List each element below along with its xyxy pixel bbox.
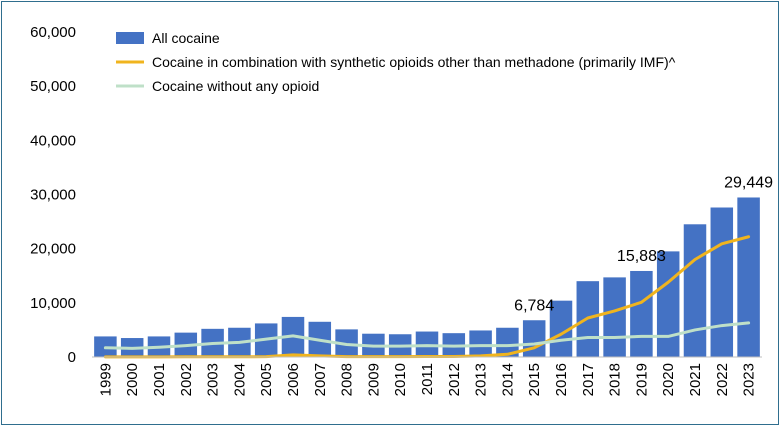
x-tick-label: 2005 xyxy=(258,363,275,396)
x-tick-label: 2021 xyxy=(687,363,704,396)
x-tick-label: 2019 xyxy=(633,363,650,396)
legend: All cocaine Cocaine in combination with … xyxy=(116,30,676,94)
x-tick-label: 2022 xyxy=(714,363,731,396)
data-label-2019: 15,883 xyxy=(617,248,666,265)
x-tick-label: 2011 xyxy=(419,363,436,395)
bar-2018 xyxy=(603,277,626,358)
legend-swatch-all-cocaine xyxy=(116,32,144,44)
bar-2014 xyxy=(496,327,519,357)
x-tick-label: 2023 xyxy=(741,363,758,396)
x-tick-label: 2002 xyxy=(178,363,195,396)
x-tick-label: 2007 xyxy=(312,363,329,396)
y-ticks-group: 0 10,000 20,000 30,000 40,000 50,000 60,000 xyxy=(30,24,76,366)
legend-label-all-cocaine: All cocaine xyxy=(152,30,220,46)
y-tick-label: 30,000 xyxy=(30,187,76,204)
legend-label-synthetic-opioids: Cocaine in combination with synthetic op… xyxy=(152,54,676,70)
data-label-2015: 6,784 xyxy=(514,297,554,314)
x-tick-label: 2000 xyxy=(124,363,141,396)
x-tick-label: 2009 xyxy=(365,363,382,396)
x-tick-label: 2015 xyxy=(526,363,543,396)
x-tick-label: 2016 xyxy=(553,363,570,396)
x-tick-label: 2006 xyxy=(285,363,302,396)
x-tick-label: 2003 xyxy=(205,363,222,396)
bar-2023 xyxy=(737,197,760,357)
x-tick-label: 2004 xyxy=(231,363,248,396)
data-labels-group: 6,784 15,883 29,449 xyxy=(514,174,773,314)
bars-group xyxy=(94,197,760,358)
x-tick-label: 2008 xyxy=(339,363,356,396)
bar-2016 xyxy=(549,300,573,357)
line-without-opioid xyxy=(103,321,751,350)
x-tick-label: 2018 xyxy=(607,363,624,396)
bar-2019 xyxy=(630,270,653,357)
bar-2013 xyxy=(469,330,492,357)
x-tick-label: 2017 xyxy=(580,363,597,396)
bar-2022 xyxy=(710,207,734,357)
x-tick-label: 2012 xyxy=(446,363,463,396)
y-tick-label: 10,000 xyxy=(30,295,76,312)
y-tick-label: 60,000 xyxy=(30,24,76,41)
x-tick-label: 2001 xyxy=(151,363,168,396)
x-tick-label: 2020 xyxy=(660,363,677,396)
x-tick-label: 2013 xyxy=(473,363,490,396)
bar-2020 xyxy=(656,251,680,358)
y-tick-label: 20,000 xyxy=(30,241,76,258)
x-tick-label: 2014 xyxy=(499,363,516,396)
x-ticks-group: 1999 2000 2001 2002 2003 2004 2005 2006 2007 2008… xyxy=(97,363,757,396)
bar-2021 xyxy=(683,224,707,357)
y-tick-label: 50,000 xyxy=(30,78,76,95)
x-tick-label: 2010 xyxy=(392,363,409,396)
legend-label-without-opioid: Cocaine without any opioid xyxy=(152,78,319,94)
y-tick-label: 40,000 xyxy=(30,132,76,149)
bar-2015 xyxy=(522,320,546,357)
y-tick-label: 0 xyxy=(68,349,76,366)
x-tick-label: 1999 xyxy=(97,363,114,396)
data-label-2023: 29,449 xyxy=(724,174,773,191)
